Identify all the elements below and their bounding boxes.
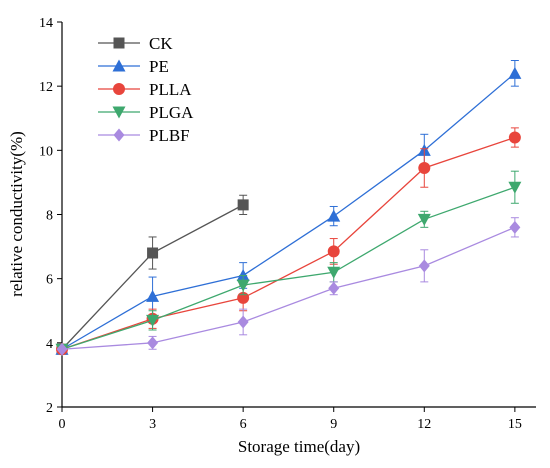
data-point-pe-5 <box>508 66 522 79</box>
data-point-plga-4 <box>417 213 431 226</box>
legend-label-ck: CK <box>149 34 173 53</box>
series-plla <box>56 127 521 356</box>
x-tick-label-2: 6 <box>240 417 247 432</box>
data-point-plbf-2 <box>237 315 249 329</box>
series-pe <box>55 60 522 355</box>
y-tick-label-2: 6 <box>46 273 53 288</box>
y-axis-ticks: 2 4 6 8 10 12 14 <box>39 16 62 416</box>
series-line-pe <box>61 72 516 350</box>
legend-label-plla: PLLA <box>149 80 192 99</box>
data-point-pe-3 <box>327 209 341 222</box>
y-tick-label-5: 12 <box>39 80 53 95</box>
plot-area <box>61 22 536 408</box>
series-line-plla <box>61 136 516 350</box>
x-tick-label-1: 3 <box>149 417 156 432</box>
data-point-plbf-4 <box>418 259 430 273</box>
legend-marker-pe <box>112 59 126 72</box>
data-point-plbf-0 <box>56 342 68 356</box>
legend-marker-plla <box>113 83 125 95</box>
legend-label-plga: PLGA <box>149 103 194 122</box>
data-point-plla-5 <box>508 131 521 144</box>
y-tick-label-4: 10 <box>39 144 53 159</box>
y-tick-label-0: 2 <box>46 401 53 416</box>
series-line-plga <box>61 186 516 350</box>
legend-label-plbf: PLBF <box>149 126 190 145</box>
data-point-plga-5 <box>508 181 522 194</box>
x-axis-title: Storage time(day) <box>238 437 360 456</box>
data-point-ck-1 <box>147 247 159 259</box>
data-point-plga-3 <box>327 266 341 279</box>
y-axis-title: relative conductivity(%) <box>7 131 26 297</box>
legend-marker-plbf <box>113 128 125 142</box>
data-point-plla-3 <box>327 245 340 258</box>
series-layer <box>55 60 522 356</box>
x-axis-ticks: 0 3 6 9 12 15 <box>59 407 522 432</box>
y-tick-label-3: 8 <box>46 209 53 224</box>
legend-marker-plga <box>112 106 126 119</box>
legend-marker-ck <box>113 37 125 49</box>
x-tick-label-5: 15 <box>508 417 522 432</box>
y-tick-label-6: 14 <box>39 16 53 31</box>
x-tick-label-0: 0 <box>59 417 66 432</box>
y-tick-label-1: 4 <box>46 337 53 352</box>
data-point-pe-1 <box>146 289 160 302</box>
data-point-plbf-1 <box>147 336 159 350</box>
x-tick-label-3: 9 <box>330 417 337 432</box>
legend: CK PE PLLA PLGA PLBF <box>98 34 194 145</box>
data-point-plga-1 <box>146 314 160 327</box>
legend-label-pe: PE <box>149 57 169 76</box>
series-line-plbf <box>61 226 516 350</box>
x-tick-label-4: 12 <box>417 417 431 432</box>
series-ck <box>56 194 249 355</box>
data-point-plga-2 <box>236 279 250 292</box>
data-point-plbf-3 <box>328 281 340 295</box>
data-point-plla-4 <box>418 161 431 174</box>
data-point-plbf-5 <box>509 220 521 234</box>
series-plbf <box>56 217 521 356</box>
data-point-ck-2 <box>237 199 249 211</box>
